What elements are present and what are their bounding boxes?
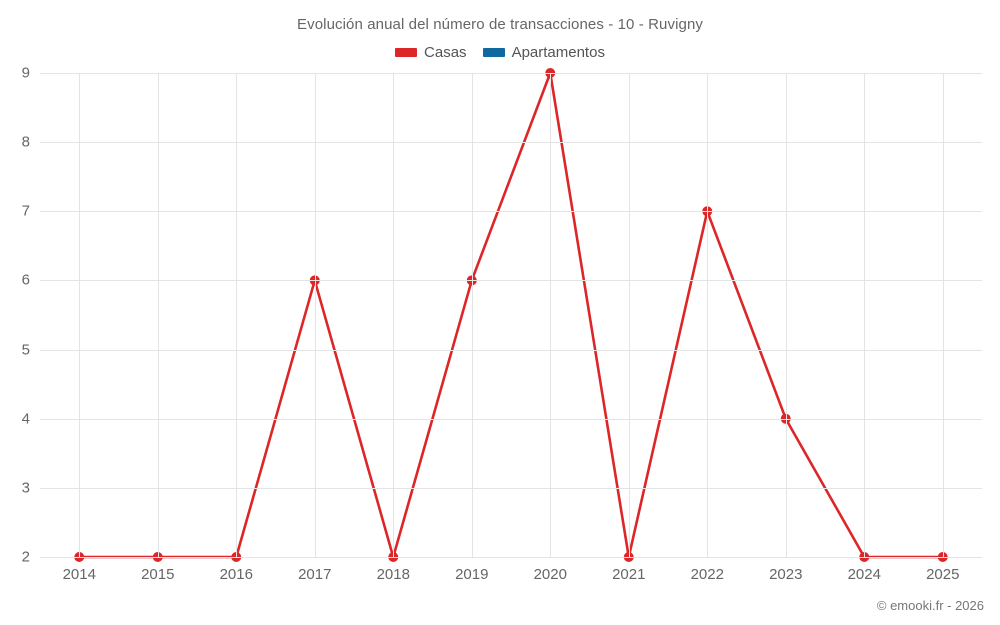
series-layer (74, 68, 948, 562)
y-axis-tick-label: 3 (21, 479, 30, 497)
x-axis-tick-label: 2014 (62, 566, 96, 583)
x-axis-tick-label: 2025 (926, 566, 960, 583)
x-axis-tick-label: 2022 (690, 566, 724, 583)
gridline-horizontal (40, 73, 982, 74)
gridline-horizontal (40, 487, 982, 489)
gridline-horizontal (40, 557, 982, 558)
gridline-vertical (707, 73, 709, 557)
legend-swatch-icon-casas (395, 48, 418, 57)
y-axis-tick-label: 2 (21, 548, 30, 566)
y-axis-tick-label: 9 (21, 64, 30, 82)
legend-label-casas: Casas (424, 44, 467, 61)
legend-label-apartamentos: Apartamentos (511, 44, 605, 61)
x-axis-tick-label: 2021 (612, 566, 646, 583)
gridline-horizontal (40, 280, 982, 282)
series-line (77, 71, 945, 559)
x-axis-tick-label: 2016 (219, 566, 253, 583)
gridline-vertical (550, 73, 552, 557)
gridline-vertical (864, 73, 866, 557)
credit-text: © emooki.fr - 2026 (876, 598, 984, 613)
x-axis: 2014 2015 2016 2017 2018 2019 2020 2021 2022 2023… (40, 566, 982, 590)
gridline-vertical (314, 73, 316, 557)
gridline-horizontal (40, 211, 982, 213)
legend-item-casas[interactable]: Casas (395, 44, 467, 61)
x-axis-tick-label: 2018 (376, 566, 410, 583)
legend-swatch-icon-apartamentos (482, 48, 505, 57)
gridline-vertical (393, 73, 395, 557)
x-axis-tick-label: 2024 (847, 566, 881, 583)
gridline-horizontal (40, 349, 982, 351)
x-axis-tick-label: 2023 (769, 566, 803, 583)
y-axis: 2 3 4 5 6 7 8 9 (0, 65, 30, 566)
x-axis-tick-label: 2020 (533, 566, 567, 583)
chart-legend: Casas Apartamentos (0, 44, 1000, 61)
gridline-vertical (628, 73, 630, 557)
y-axis-tick-label: 7 (21, 202, 30, 220)
x-axis-tick-label: 2017 (298, 566, 332, 583)
gridline-horizontal (40, 142, 982, 144)
y-axis-tick-label: 6 (21, 271, 30, 289)
gridline-vertical (79, 73, 81, 557)
y-axis-tick-label: 8 (21, 133, 30, 151)
legend-item-apartamentos[interactable]: Apartamentos (482, 44, 605, 61)
x-axis-tick-label: 2019 (455, 566, 489, 583)
y-axis-tick-label: 4 (21, 410, 30, 428)
x-axis-tick-label: 2015 (141, 566, 175, 583)
gridline-vertical (785, 73, 787, 557)
plot-area (40, 68, 982, 562)
y-axis-tick-label: 5 (21, 341, 30, 359)
gridline-vertical (157, 73, 159, 557)
page-title: Evolución anual del número de transaccio… (296, 16, 704, 33)
gridline-horizontal (40, 418, 982, 420)
gridline-vertical (236, 73, 238, 557)
gridline-vertical (942, 73, 944, 557)
gridline-vertical (471, 73, 473, 557)
